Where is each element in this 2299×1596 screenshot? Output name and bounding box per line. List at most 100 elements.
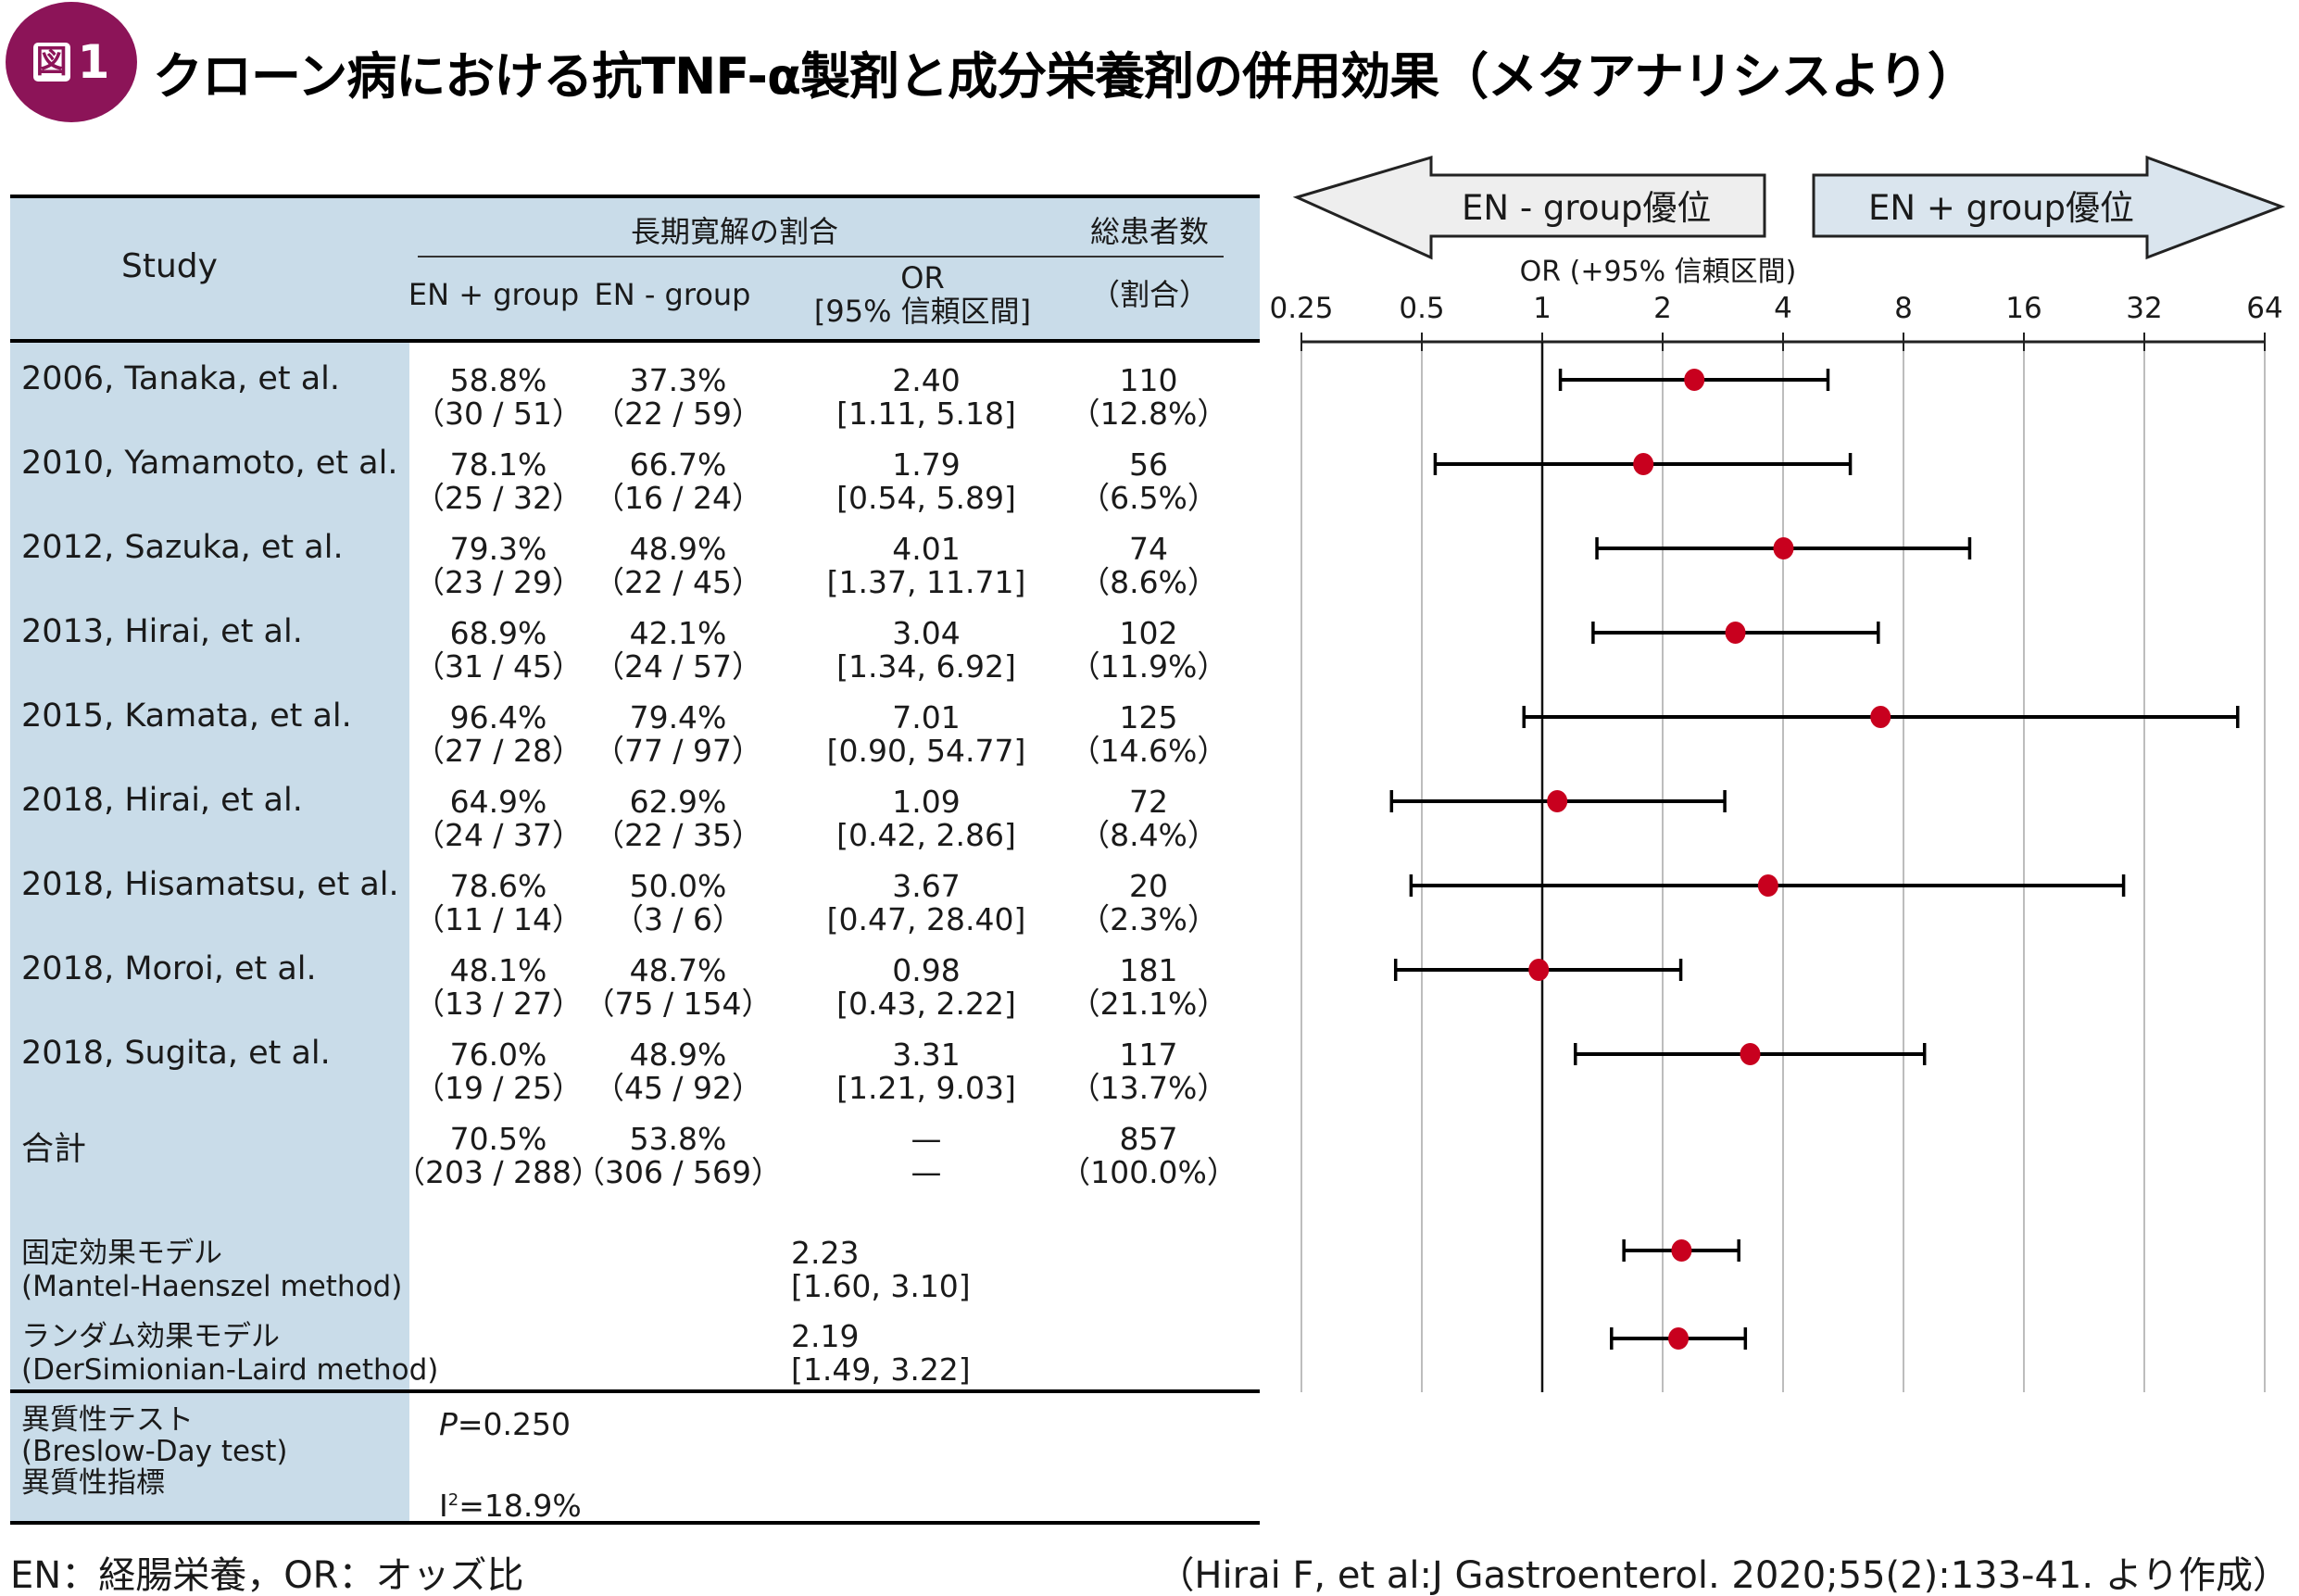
study-name: 2015, Kamata, et al. <box>21 697 352 735</box>
random-model-label: ランダム効果モデル (DerSimionian-Laird method) <box>21 1320 439 1387</box>
or-cell: 4.01 [1.37, 11.71] <box>826 531 1026 600</box>
abbreviations-note: EN：経腸栄養，OR：オッズ比 <box>10 1554 524 1596</box>
study-name: 2018, Hisamatsu, et al. <box>21 866 399 903</box>
figure-badge: 図 1 <box>6 2 137 122</box>
header-ci: [95% 信頼区間] <box>813 294 1032 329</box>
en-plus-cell: 64.9% （24 / 37） <box>413 784 584 853</box>
total-cell: 102 （11.9%） <box>1069 615 1228 685</box>
study-point <box>1757 874 1778 897</box>
figure-title: クローン病における抗TNF-α製剤と成分栄養剤の併用効果（メタアナリシスより） <box>153 47 1978 106</box>
study-name: 2006, Tanaka, et al. <box>21 360 341 397</box>
total-cell: 117 （13.7%） <box>1069 1037 1228 1106</box>
total-cell: 56 （6.5%） <box>1079 446 1218 516</box>
total-cell: 125 （14.6%） <box>1069 699 1228 769</box>
meta-analysis-table: Study 長期寛解の割合 総患者数 EN + group EN - group… <box>10 195 1260 1525</box>
en-plus-cell: 68.9% （31 / 45） <box>413 615 584 685</box>
study-point <box>1633 453 1654 475</box>
en-plus-cell: 78.6% （11 / 14） <box>413 868 584 937</box>
study-name: 2018, Sugita, et al. <box>21 1035 331 1072</box>
fixed-effect-point <box>1671 1239 1692 1262</box>
study-point <box>1725 622 1746 644</box>
study-name: 2010, Yamamoto, et al. <box>21 445 398 482</box>
en-minus-cell: 50.0% （3 / 6） <box>612 868 744 937</box>
or-cell: 3.67 [0.47, 28.40] <box>826 868 1026 937</box>
study-point <box>1740 1043 1761 1065</box>
table-rule-bottom <box>10 1521 1260 1525</box>
study-name: 2018, Moroi, et al. <box>21 950 317 987</box>
total-or: — — <box>911 1121 942 1190</box>
study-name: 2018, Hirai, et al. <box>21 782 303 819</box>
heterogeneity-p-value: P=0.250 <box>439 1406 572 1442</box>
heterogeneity-i2: I2=18.9% <box>439 1488 582 1524</box>
x-tick-label: 32 <box>2126 292 2162 325</box>
header-ratio: （割合） <box>1089 277 1210 312</box>
source-citation: （Hirai F, et al:J Gastroenterol. 2020;55… <box>1157 1554 2290 1596</box>
en-plus-cell: 76.0% （19 / 25） <box>413 1037 584 1106</box>
study-column-background <box>10 343 409 1525</box>
or-cell: 7.01 [0.90, 54.77] <box>826 699 1026 769</box>
total-en-minus: 53.8% （306 / 569） <box>573 1121 783 1190</box>
header-en-plus: EN + group <box>408 277 580 312</box>
x-tick-label: 64 <box>2246 292 2282 325</box>
header-total-patients: 総患者数 <box>1089 214 1210 249</box>
total-label: 合計 <box>21 1131 87 1168</box>
arrow-right-icon <box>1812 155 2286 260</box>
en-minus-cell: 42.1% （24 / 57） <box>593 615 763 685</box>
arrow-label-en-minus: EN - group優位 <box>1462 188 1712 228</box>
x-tick-label: 8 <box>1894 292 1913 325</box>
or-cell: 0.98 [0.43, 2.22] <box>836 952 1016 1022</box>
total-cell: 20 （2.3%） <box>1079 868 1218 937</box>
header-study: Study <box>121 247 218 285</box>
heterogeneity-labels: 異質性テスト (Breslow-Day test) 異質性指標 <box>21 1403 288 1500</box>
en-minus-cell: 79.4% （77 / 97） <box>593 699 763 769</box>
total-en-plus: 70.5% （203 / 288） <box>394 1121 603 1190</box>
en-plus-cell: 96.4% （27 / 28） <box>413 699 584 769</box>
or-cell: 1.79 [0.54, 5.89] <box>836 446 1016 516</box>
x-tick-label: 1 <box>1533 292 1552 325</box>
total-cell: 181 （21.1%） <box>1069 952 1228 1022</box>
x-tick-label: 0.25 <box>1269 292 1333 325</box>
study-point <box>1547 790 1568 812</box>
x-axis-title: OR (+95% 信頼区間) <box>1519 256 1797 288</box>
or-cell: 3.04 [1.34, 6.92] <box>836 615 1016 685</box>
en-plus-cell: 78.1% （25 / 32） <box>413 446 584 516</box>
total-cell: 110 （12.8%） <box>1069 362 1228 432</box>
study-point <box>1528 959 1550 981</box>
en-plus-cell: 48.1% （13 / 27） <box>413 952 584 1022</box>
arrow-label-en-plus: EN + group優位 <box>1868 188 2135 228</box>
study-point <box>1870 706 1891 728</box>
en-plus-cell: 58.8% （30 / 51） <box>413 362 584 432</box>
or-cell: 3.31 [1.21, 9.03] <box>836 1037 1016 1106</box>
en-minus-cell: 62.9% （22 / 35） <box>593 784 763 853</box>
x-tick-label: 4 <box>1774 292 1792 325</box>
figure-number: 1 <box>77 35 110 89</box>
en-minus-cell: 48.7% （75 / 154） <box>584 952 773 1022</box>
study-name: 2013, Hirai, et al. <box>21 613 303 650</box>
en-plus-cell: 79.3% （23 / 29） <box>413 531 584 600</box>
arrow-left-icon <box>1292 155 1766 260</box>
x-tick-label: 0.5 <box>1399 292 1444 325</box>
x-tick-label: 16 <box>2005 292 2041 325</box>
header-divider <box>418 256 1224 258</box>
table-header-background <box>10 195 1260 343</box>
en-minus-cell: 66.7% （16 / 24） <box>593 446 763 516</box>
fixed-model-label: 固定効果モデル (Mantel-Haenszel method) <box>21 1237 403 1303</box>
or-cell: 2.40 [1.11, 5.18] <box>836 362 1016 432</box>
table-rule-middle <box>10 1389 1260 1393</box>
or-cell: 1.09 [0.42, 2.86] <box>836 784 1016 853</box>
random-effect-point <box>1668 1327 1690 1350</box>
total-cell: 72 （8.4%） <box>1079 784 1218 853</box>
total-cell: 74 （8.6%） <box>1079 531 1218 600</box>
study-point <box>1684 369 1705 391</box>
en-minus-cell: 37.3% （22 / 59） <box>593 362 763 432</box>
header-remission-rate: 長期寛解の割合 <box>630 214 839 249</box>
header-en-minus: EN - group <box>594 277 751 312</box>
random-model-or: 2.19 [1.49, 3.22] <box>791 1318 971 1388</box>
x-tick-label: 2 <box>1653 292 1672 325</box>
study-name: 2012, Sazuka, et al. <box>21 529 344 566</box>
en-minus-cell: 48.9% （22 / 45） <box>593 531 763 600</box>
fixed-model-or: 2.23 [1.60, 3.10] <box>791 1235 971 1304</box>
total-patients: 857 （100.0%） <box>1060 1121 1237 1190</box>
header-or: OR <box>900 260 945 295</box>
